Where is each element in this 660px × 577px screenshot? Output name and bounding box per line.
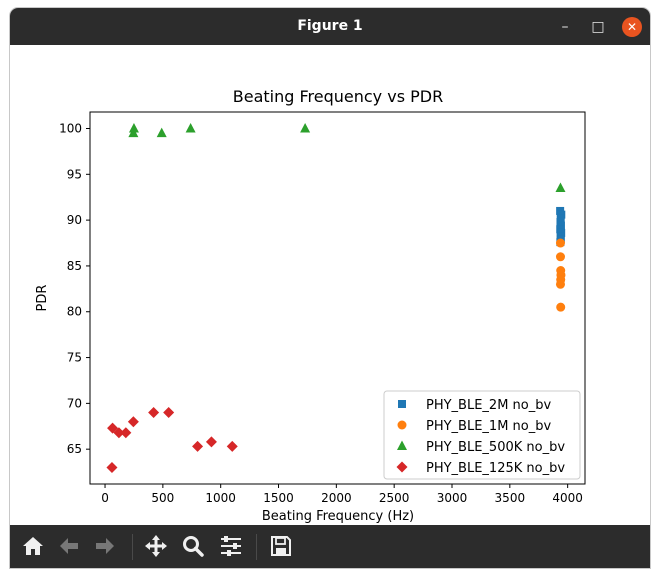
data-point-series-1 [555, 279, 565, 289]
toolbar [10, 525, 650, 568]
data-point-series-3 [163, 407, 175, 419]
minimize-button[interactable]: – [561, 19, 569, 35]
configure-button[interactable] [218, 533, 244, 559]
data-points [106, 122, 566, 474]
x-axis-label: Beating Frequency (Hz) [262, 509, 414, 524]
data-point-series-3 [226, 440, 238, 452]
pan-icon [145, 535, 167, 557]
legend-marker [397, 440, 407, 450]
back-button[interactable] [56, 533, 82, 559]
data-point-series-3 [113, 427, 125, 439]
data-point-series-1 [556, 302, 566, 312]
plot-area: Beating Frequency vs PDR 0 500 1000 1500 200… [10, 45, 650, 525]
x-tick-label: 500 [151, 491, 174, 505]
x-tick-label: 1000 [205, 491, 236, 505]
configure-icon [221, 536, 241, 556]
toolbar-separator [256, 534, 257, 560]
data-point-series-2 [185, 122, 196, 133]
data-point-series-1 [555, 238, 565, 248]
data-point-series-3 [106, 462, 118, 474]
data-point-series-3 [120, 427, 132, 439]
legend: PHY_BLE_2M no_bv PHY_BLE_1M no_bv PHY_BLE_… [383, 390, 581, 480]
y-tick-label: 70 [67, 396, 82, 410]
forward-button[interactable] [92, 533, 118, 559]
y-axis-label: PDR [35, 285, 50, 312]
zoom-button[interactable] [180, 533, 206, 559]
data-point-series-2 [300, 122, 311, 133]
data-point-series-2 [555, 182, 566, 193]
data-point-series-2 [156, 127, 167, 138]
legend-marker [397, 420, 407, 430]
y-tick-label: 80 [67, 305, 82, 319]
chart-title: Beating Frequency vs PDR [233, 87, 443, 106]
x-axis: 0 500 1000 1500 2000 2500 3000 3500 4000 [101, 484, 583, 505]
pan-button[interactable] [143, 533, 169, 559]
back-icon [60, 538, 78, 554]
data-point-series-2 [128, 122, 139, 133]
save-icon [271, 536, 291, 556]
plot-frame [89, 111, 586, 485]
zoom-icon [183, 536, 204, 557]
data-point-series-3 [148, 407, 160, 419]
maximize-button[interactable]: □ [591, 19, 605, 35]
legend-box [383, 390, 581, 480]
legend-label: PHY_BLE_125K no_bv [426, 461, 565, 476]
toolbar-separator [132, 534, 133, 560]
y-tick-label: 100 [59, 121, 82, 135]
legend-marker [398, 400, 406, 408]
x-tick-label: 4000 [552, 491, 583, 505]
legend-marker [396, 461, 408, 473]
home-button[interactable] [20, 533, 46, 559]
scatter-chart: Beating Frequency vs PDR 0 500 1000 1500 200… [35, 87, 586, 524]
close-button[interactable]: ✕ [622, 17, 642, 37]
legend-label: PHY_BLE_500K no_bv [426, 440, 565, 455]
y-tick-label: 75 [67, 351, 82, 365]
x-tick-label: 3500 [495, 491, 526, 505]
x-tick-label: 2000 [321, 491, 352, 505]
y-tick-label: 90 [67, 213, 82, 227]
y-tick-label: 95 [67, 167, 82, 181]
x-tick-label: 2500 [379, 491, 410, 505]
x-tick-label: 1500 [263, 491, 294, 505]
home-icon [23, 537, 43, 555]
legend-label: PHY_BLE_1M no_bv [426, 419, 551, 434]
window-title: Figure 1 [297, 18, 363, 34]
data-point-series-3 [192, 440, 204, 452]
y-axis: 65 70 75 80 85 90 95 100 [59, 121, 90, 456]
figure-window: Figure 1 – □ ✕ Beating Frequency vs PDR … [10, 8, 650, 568]
data-point-series-3 [127, 416, 139, 428]
y-tick-label: 65 [67, 442, 82, 456]
data-point-series-1 [555, 252, 565, 262]
title-bar[interactable]: Figure 1 – □ ✕ [10, 8, 650, 45]
save-button[interactable] [268, 533, 294, 559]
x-tick-label: 0 [101, 491, 109, 505]
y-tick-label: 85 [67, 259, 82, 273]
x-tick-label: 3000 [437, 491, 468, 505]
legend-label: PHY_BLE_2M no_bv [426, 398, 551, 413]
forward-icon [96, 538, 114, 554]
data-point-series-3 [205, 436, 217, 448]
